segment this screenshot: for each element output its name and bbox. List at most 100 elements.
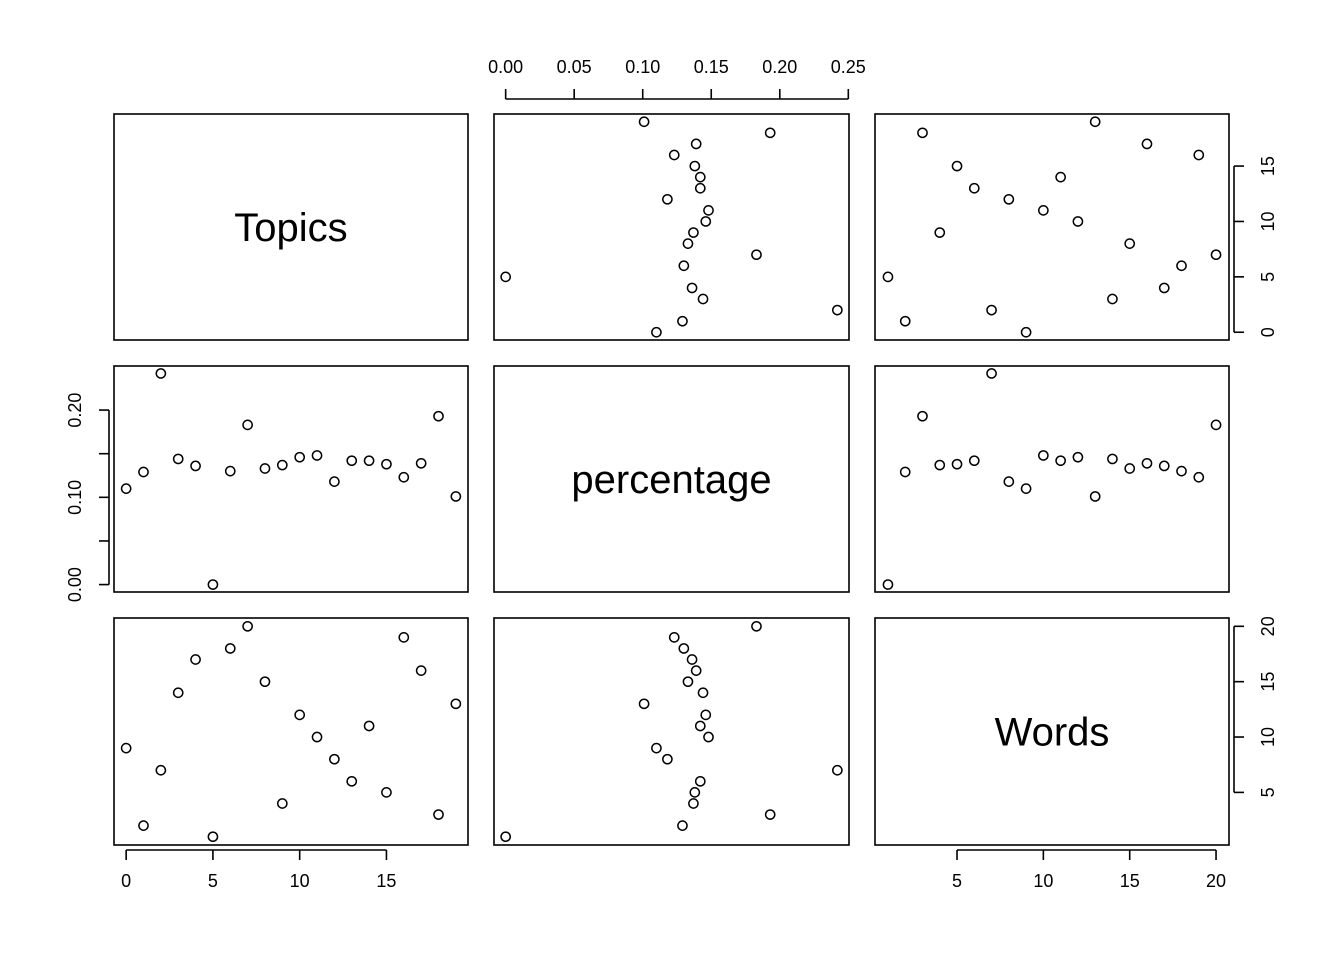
tick-label-topics: 5 xyxy=(208,871,218,891)
point-topics-vs-percentage-12 xyxy=(662,193,673,205)
point-percentage-vs-words-8 xyxy=(1124,463,1136,474)
point-topics-vs-words-17 xyxy=(1141,138,1153,150)
tick-label-words: 15 xyxy=(1258,672,1278,692)
point-percentage-vs-words-5 xyxy=(882,579,894,590)
point-topics-vs-words-9 xyxy=(934,227,946,238)
point-percentage-vs-topics-12 xyxy=(329,476,340,487)
point-percentage-vs-topics-18 xyxy=(433,410,444,422)
point-percentage-vs-topics-6 xyxy=(224,465,236,477)
tick-label-topics: 10 xyxy=(1258,211,1278,231)
point-topics-vs-words-10 xyxy=(1072,216,1084,227)
point-words-vs-percentage-14 xyxy=(694,720,706,732)
tick-label-percentage: 0.15 xyxy=(694,57,729,77)
panel-words-vs-topics xyxy=(113,617,469,846)
point-words-vs-topics-12 xyxy=(329,753,340,765)
point-percentage-vs-words-6 xyxy=(1176,465,1187,477)
variable-label-percentage: percentage xyxy=(571,458,771,502)
point-percentage-vs-words-19 xyxy=(1089,491,1101,502)
point-words-vs-percentage-1 xyxy=(677,820,688,831)
point-words-vs-topics-0 xyxy=(120,742,132,754)
point-words-vs-percentage-11 xyxy=(703,731,714,743)
point-topics-vs-percentage-15 xyxy=(689,160,701,172)
point-percentage-vs-words-7 xyxy=(1210,419,1222,431)
point-percentage-vs-words-14 xyxy=(1055,455,1066,467)
point-words-vs-percentage-5 xyxy=(500,831,512,843)
point-topics-vs-words-1 xyxy=(899,315,911,327)
point-topics-vs-words-11 xyxy=(1038,205,1049,216)
point-words-vs-topics-13 xyxy=(346,775,358,787)
tick-label-words: 10 xyxy=(1033,871,1053,891)
point-words-vs-percentage-16 xyxy=(668,632,680,643)
point-words-vs-topics-8 xyxy=(259,676,271,688)
point-words-vs-percentage-4 xyxy=(686,654,698,665)
tick-label-words: 20 xyxy=(1258,616,1278,636)
point-percentage-vs-words-3 xyxy=(1107,453,1118,465)
point-topics-vs-percentage-17 xyxy=(690,138,702,150)
tick-label-words: 10 xyxy=(1258,727,1278,747)
point-percentage-vs-words-0 xyxy=(1020,483,1032,494)
point-percentage-vs-topics-2 xyxy=(155,368,167,379)
point-percentage-vs-words-12 xyxy=(1003,476,1015,487)
tick-label-words: 20 xyxy=(1206,871,1226,891)
point-topics-vs-words-18 xyxy=(917,127,928,139)
point-percentage-vs-topics-15 xyxy=(381,458,392,470)
point-words-vs-percentage-18 xyxy=(764,809,776,820)
panel-topics-vs-topics xyxy=(113,113,469,341)
tick-label-topics: 15 xyxy=(376,871,396,891)
point-topics-vs-percentage-18 xyxy=(764,127,776,139)
point-words-vs-topics-10 xyxy=(294,709,306,721)
point-words-vs-topics-14 xyxy=(363,720,375,732)
tick-label-topics: 0 xyxy=(1258,327,1278,337)
point-percentage-vs-words-2 xyxy=(986,368,997,379)
point-words-vs-percentage-2 xyxy=(831,764,843,776)
point-percentage-vs-words-16 xyxy=(1193,471,1205,483)
point-words-vs-percentage-17 xyxy=(690,665,702,676)
tick-label-percentage: 0.20 xyxy=(762,57,797,77)
point-words-vs-topics-19 xyxy=(450,698,462,710)
panel-percentage-vs-words xyxy=(874,365,1230,593)
point-percentage-vs-words-17 xyxy=(1141,457,1153,469)
point-percentage-vs-topics-16 xyxy=(398,471,410,483)
point-topics-vs-percentage-19 xyxy=(638,116,650,128)
point-words-vs-topics-7 xyxy=(242,620,253,632)
point-topics-vs-words-2 xyxy=(986,304,997,316)
point-topics-vs-percentage-3 xyxy=(697,293,709,305)
tick-label-topics: 5 xyxy=(1258,272,1278,282)
point-words-vs-topics-2 xyxy=(155,764,167,776)
tick-label-topics: 0 xyxy=(121,871,131,891)
point-topics-vs-percentage-11 xyxy=(703,205,714,216)
tick-label-topics: 15 xyxy=(1258,156,1278,176)
point-words-vs-topics-15 xyxy=(381,787,392,798)
point-words-vs-topics-4 xyxy=(190,654,201,665)
tick-label-percentage: 0.20 xyxy=(65,393,85,428)
point-percentage-vs-topics-9 xyxy=(276,459,288,471)
point-topics-vs-words-13 xyxy=(968,182,980,194)
point-percentage-vs-topics-17 xyxy=(415,457,427,469)
panel-percentage-vs-percentage xyxy=(493,365,850,593)
tick-label-percentage: 0.10 xyxy=(625,57,660,77)
point-words-vs-topics-16 xyxy=(398,632,410,643)
variable-label-topics: Topics xyxy=(234,206,347,250)
panel-words-vs-words xyxy=(874,617,1230,846)
point-topics-vs-percentage-8 xyxy=(682,238,694,249)
point-topics-vs-percentage-5 xyxy=(500,271,512,283)
point-percentage-vs-words-10 xyxy=(1072,451,1084,463)
panel-topics-vs-percentage xyxy=(493,113,850,341)
point-topics-vs-words-5 xyxy=(882,271,894,283)
point-percentage-vs-topics-13 xyxy=(346,455,358,467)
point-topics-vs-percentage-6 xyxy=(678,260,690,272)
point-percentage-vs-topics-1 xyxy=(138,466,149,478)
point-percentage-vs-topics-8 xyxy=(259,463,271,474)
point-percentage-vs-topics-0 xyxy=(120,483,132,494)
point-topics-vs-percentage-4 xyxy=(686,282,698,294)
point-words-vs-percentage-3 xyxy=(697,687,709,699)
point-percentage-vs-topics-10 xyxy=(294,451,306,463)
point-topics-vs-words-15 xyxy=(951,160,963,172)
point-topics-vs-percentage-7 xyxy=(751,249,762,261)
tick-label-percentage: 0.00 xyxy=(488,57,523,77)
point-words-vs-topics-11 xyxy=(311,731,323,743)
point-words-vs-topics-6 xyxy=(224,643,236,654)
tick-label-percentage: 0.00 xyxy=(65,567,85,602)
point-percentage-vs-topics-3 xyxy=(172,453,184,465)
